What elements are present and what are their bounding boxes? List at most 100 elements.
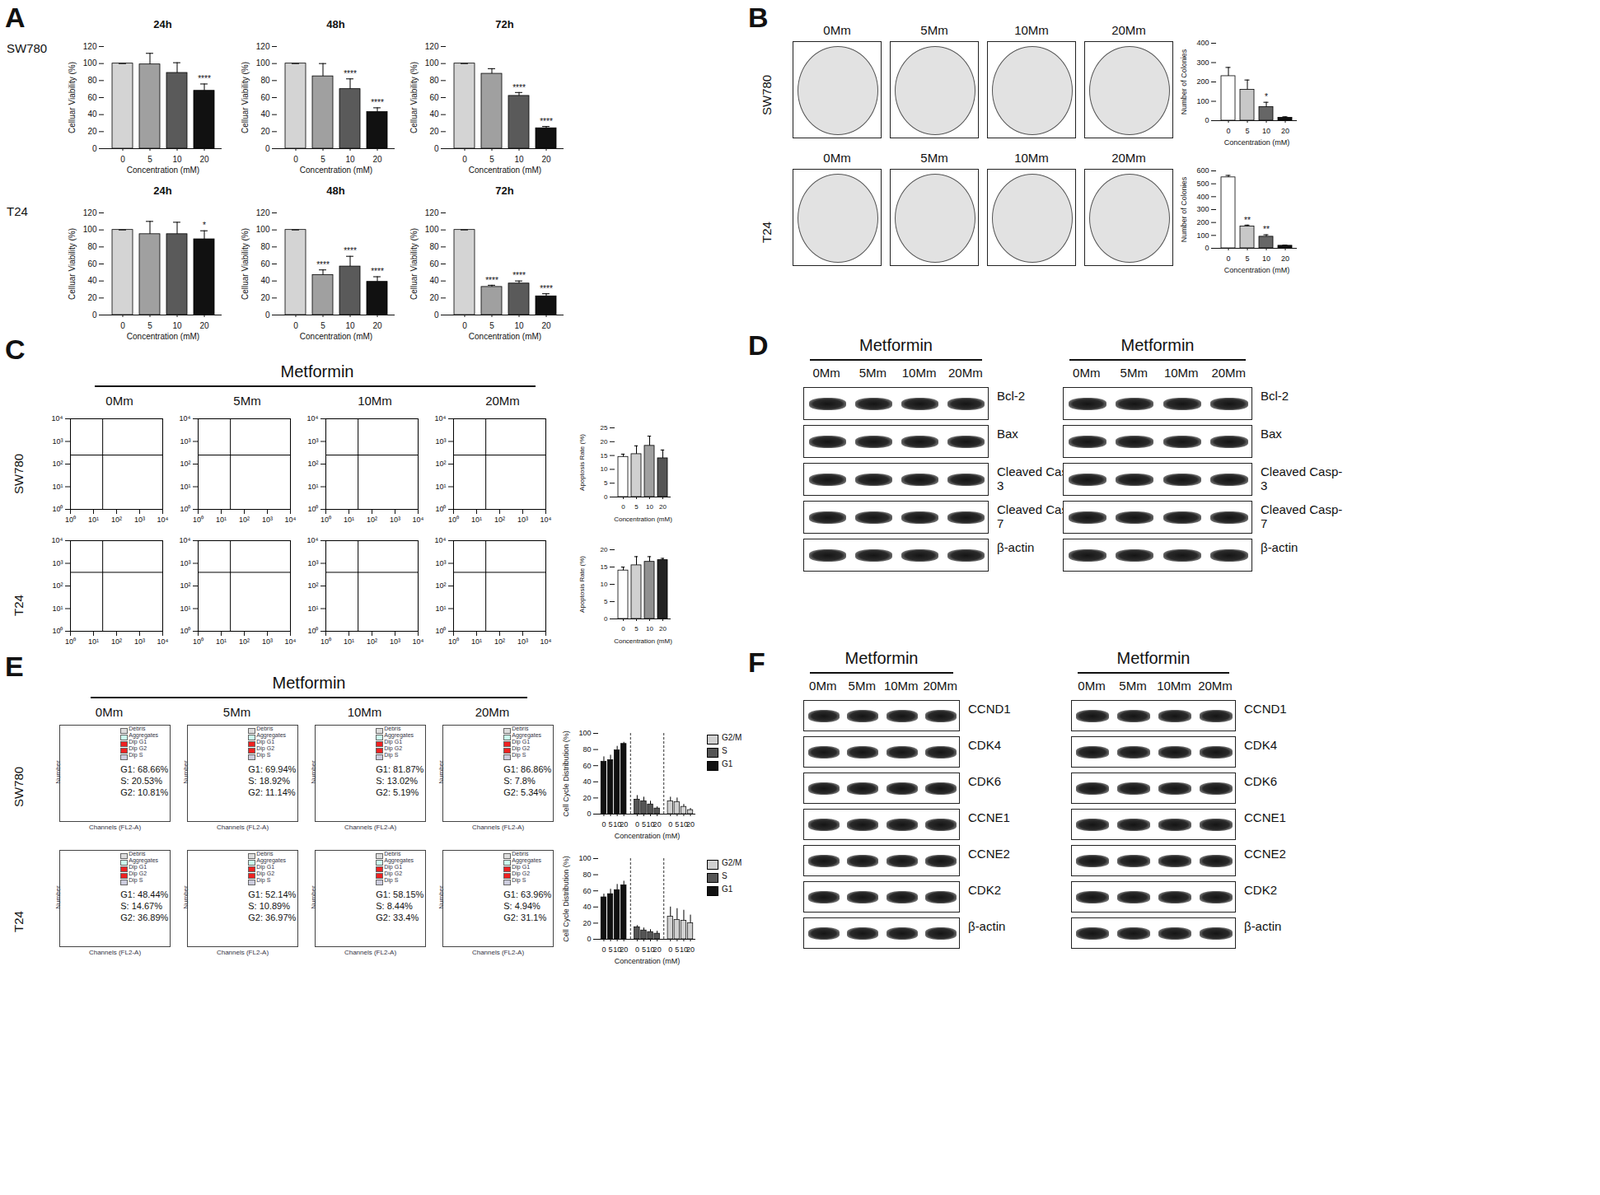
svg-text:10⁴: 10⁴ (51, 536, 64, 545)
svg-text:10⁰: 10⁰ (448, 637, 459, 646)
svg-text:10²: 10² (238, 515, 250, 524)
svg-text:****: **** (316, 260, 330, 270)
svg-text:20: 20 (87, 293, 98, 303)
svg-text:**: ** (1263, 224, 1270, 234)
svg-text:Concentration (mM): Concentration (mM) (126, 332, 200, 342)
svg-text:10²: 10² (111, 515, 122, 524)
svg-text:10³: 10³ (389, 515, 401, 524)
svg-text:10³: 10³ (517, 515, 529, 524)
svg-text:10: 10 (1262, 254, 1271, 263)
svg-text:80: 80 (260, 75, 271, 85)
svg-text:10¹: 10¹ (51, 482, 63, 492)
svg-text:40: 40 (582, 777, 591, 786)
svg-text:Concentration (mM): Concentration (mM) (299, 165, 373, 175)
svg-text:****: **** (343, 69, 357, 79)
svg-text:10²: 10² (111, 637, 122, 646)
svg-text:10⁰: 10⁰ (192, 515, 204, 524)
svg-text:Number of Colonies: Number of Colonies (1179, 176, 1189, 243)
svg-text:0: 0 (265, 144, 271, 154)
svg-text:100: 100 (578, 854, 591, 863)
svg-text:20: 20 (653, 945, 662, 955)
svg-text:200: 200 (1196, 218, 1209, 227)
svg-text:0: 0 (601, 820, 606, 829)
svg-text:10³: 10³ (51, 437, 63, 446)
svg-text:Concentration (mM): Concentration (mM) (299, 332, 373, 342)
svg-text:5: 5 (489, 321, 495, 331)
svg-text:Celluar Viability (%): Celluar Viability (%) (67, 228, 77, 300)
svg-text:5: 5 (603, 598, 609, 606)
svg-text:5: 5 (1244, 126, 1250, 136)
svg-text:5: 5 (147, 154, 153, 164)
svg-text:10¹: 10¹ (307, 482, 319, 492)
svg-text:20: 20 (199, 321, 210, 331)
svg-text:10²: 10² (494, 515, 506, 524)
svg-text:****: **** (539, 284, 553, 294)
svg-text:10²: 10² (307, 459, 319, 468)
svg-text:20: 20 (429, 126, 440, 136)
svg-text:600: 600 (1196, 166, 1209, 175)
svg-text:20: 20 (87, 126, 98, 136)
svg-text:10²: 10² (307, 581, 319, 590)
svg-text:20: 20 (600, 438, 609, 446)
svg-text:Concentration (mM): Concentration (mM) (613, 637, 673, 646)
svg-text:100: 100 (83, 58, 98, 68)
svg-text:Celluar Viability (%): Celluar Viability (%) (240, 228, 250, 300)
svg-text:40: 40 (87, 276, 98, 286)
svg-text:20: 20 (659, 625, 667, 633)
svg-text:10³: 10³ (389, 637, 401, 646)
svg-text:Apoptosis Rate (%): Apoptosis Rate (%) (578, 434, 586, 492)
svg-text:10³: 10³ (179, 559, 191, 568)
svg-text:0: 0 (434, 144, 440, 154)
svg-text:5: 5 (674, 820, 679, 829)
svg-text:10⁴: 10⁴ (307, 536, 319, 545)
svg-text:80: 80 (87, 242, 98, 252)
svg-text:10³: 10³ (134, 637, 146, 646)
svg-text:10: 10 (514, 321, 524, 331)
svg-text:60: 60 (260, 93, 271, 103)
svg-text:5: 5 (608, 820, 613, 829)
svg-text:10¹: 10¹ (215, 637, 227, 646)
svg-text:0: 0 (603, 615, 609, 623)
svg-text:10⁴: 10⁴ (157, 515, 169, 524)
svg-text:Concentration (mM): Concentration (mM) (1224, 138, 1291, 147)
svg-text:10²: 10² (435, 459, 446, 468)
svg-text:0: 0 (621, 625, 626, 633)
svg-text:Concentration (mM): Concentration (mM) (1224, 266, 1291, 275)
svg-text:Concentration (mM): Concentration (mM) (468, 165, 542, 175)
svg-text:10: 10 (1262, 126, 1271, 136)
svg-text:0: 0 (293, 321, 299, 331)
svg-text:5: 5 (641, 820, 646, 829)
svg-text:10: 10 (172, 154, 183, 164)
svg-text:10⁰: 10⁰ (179, 626, 191, 636)
svg-text:10⁰: 10⁰ (65, 515, 76, 524)
svg-text:0: 0 (586, 935, 591, 944)
svg-text:0: 0 (635, 820, 640, 829)
svg-text:Number of Colonies: Number of Colonies (1179, 48, 1189, 115)
svg-text:0: 0 (601, 945, 606, 955)
svg-text:10³: 10³ (261, 515, 273, 524)
svg-text:10²: 10² (435, 581, 446, 590)
svg-text:10¹: 10¹ (88, 515, 99, 524)
svg-text:10⁴: 10⁴ (285, 637, 297, 646)
svg-text:10⁴: 10⁴ (412, 515, 425, 524)
svg-text:0: 0 (603, 493, 609, 501)
svg-text:60: 60 (582, 762, 591, 771)
svg-text:80: 80 (429, 75, 440, 85)
svg-text:Cell Cycle Distribution (%): Cell Cycle Distribution (%) (561, 856, 571, 943)
svg-text:60: 60 (429, 259, 440, 269)
svg-text:10⁴: 10⁴ (435, 536, 447, 545)
svg-text:10¹: 10¹ (343, 637, 355, 646)
svg-text:60: 60 (87, 259, 98, 269)
svg-text:5: 5 (320, 154, 326, 164)
svg-text:****: **** (485, 276, 499, 286)
svg-text:0: 0 (434, 310, 440, 320)
svg-text:Concentration (mM): Concentration (mM) (614, 957, 681, 966)
svg-text:0: 0 (120, 154, 126, 164)
svg-text:100: 100 (578, 729, 591, 738)
svg-text:Concentration (mM): Concentration (mM) (468, 332, 542, 342)
svg-text:10⁰: 10⁰ (320, 637, 332, 646)
svg-text:10²: 10² (366, 637, 378, 646)
svg-text:20: 20 (372, 154, 383, 164)
svg-text:****: **** (512, 83, 526, 93)
svg-text:5: 5 (641, 945, 646, 955)
